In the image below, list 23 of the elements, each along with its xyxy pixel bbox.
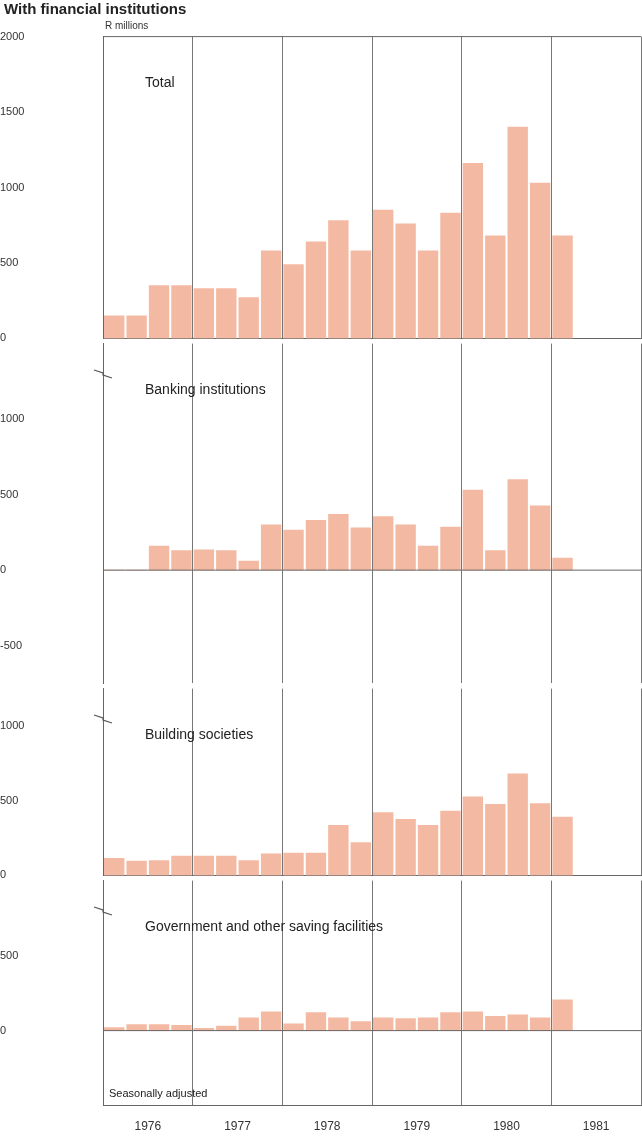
y-tick-label: 0	[0, 868, 7, 881]
y-tick-label: 0	[0, 1023, 7, 1036]
y-tick-label: 500	[0, 948, 19, 961]
y-tick-label: 1500	[0, 105, 25, 118]
x-tick-label: 1981	[582, 1119, 610, 1134]
chart-title: With financial institutions	[4, 0, 187, 17]
y-tick-label: 1000	[0, 719, 25, 732]
x-tick-label: 1976	[134, 1119, 162, 1134]
y-tick-label: 500	[0, 255, 19, 268]
y-tick-label: 1000	[0, 180, 25, 193]
x-tick-label: 1979	[403, 1119, 431, 1134]
text: Total	[145, 74, 175, 91]
y-tick-label: 1000	[0, 412, 25, 425]
y-axis-title: R millions	[105, 20, 149, 31]
y-tick-label: 500	[0, 794, 19, 807]
x-tick-label: 1977	[224, 1119, 252, 1134]
y-tick-label: 500	[0, 487, 19, 500]
y-tick-label: 0	[0, 563, 7, 576]
y-tick-label: 0	[0, 331, 7, 344]
x-tick-label: 1978	[313, 1119, 341, 1134]
x-tick-label: 1980	[493, 1119, 521, 1134]
y-tick-label: 2000	[0, 29, 25, 42]
y-tick-label: -500	[0, 638, 23, 651]
